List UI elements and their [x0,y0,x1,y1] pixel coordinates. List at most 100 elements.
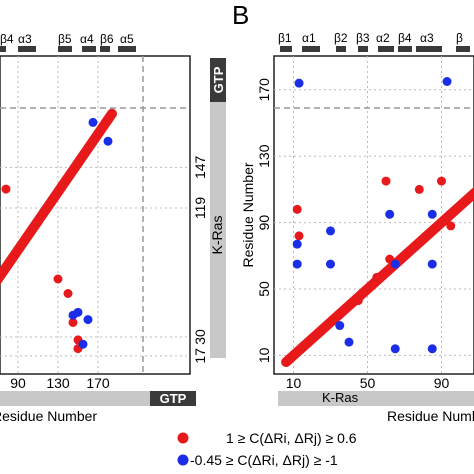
positive-point [446,221,456,231]
gtp-bar-y [210,58,226,102]
bottom-bar-left [0,391,195,406]
ss-bar [280,46,292,52]
positive-point [53,187,63,197]
legend-label-positive: 1 ≥ C(ΔRi, ΔRj) ≥ 0.6 [226,430,357,446]
ss-labels-right: β1 α1 β2 β3 α2 β4 α3 β [278,31,463,45]
y-tick-label: 90 [256,215,272,231]
positive-point [414,184,424,194]
y-tick-label: 130 [256,144,272,168]
positive-point [292,204,302,214]
x-tick-label: 50 [360,375,376,391]
ss-label: β1 [278,31,292,45]
positive-point [43,202,53,211]
positive-point [103,115,113,124]
positive-point [63,289,73,298]
ss-bar [358,46,368,52]
ss-label: β2 [334,31,348,45]
x-tick-label: 90 [10,375,26,391]
ss-label: β4 [398,31,412,45]
ss-bar [398,46,412,52]
x-tick-label: 90 [434,375,450,391]
y-tick-label: 147 [192,155,208,179]
x-axis-label-left: Residue Number [0,408,97,424]
ss-bar [416,46,442,52]
negative-point [385,209,395,219]
x-ticks-right: 10 50 90 [286,375,450,391]
ss-label: α3 [420,31,434,45]
positive-point [3,260,13,269]
positive-point [83,144,93,153]
ss-label: α1 [302,31,316,45]
positive-point [437,218,446,228]
ss-label: β4 [0,32,14,46]
positive-point [344,301,354,311]
positive-point [400,251,409,261]
ss-label: β [456,31,463,45]
negative-point [427,259,437,269]
ss-bar [18,46,36,52]
negative-point [390,344,400,354]
positive-point [363,284,372,294]
positive-point [63,173,73,182]
y-ticks-right: 10 50 90 130 170 [256,78,272,363]
positive-point [53,274,63,284]
ss-bar [118,46,136,52]
panel-label: B [232,0,249,30]
y-axis-label-right: Residue Number [240,162,256,267]
positive-point [418,234,428,244]
negative-point [83,315,93,325]
panel-left: β4 α3 β5 α4 β6 α5 GTP K-Ras 17 30 119 147 G… [0,32,226,424]
side-bar-left [210,58,226,358]
y-ticks-left: 17 30 119 147 [192,155,208,363]
gtp-bar-x [150,391,196,406]
negative-point [294,78,304,88]
negative-point [73,307,83,317]
positive-point [455,201,465,211]
x-ticks-left: 90 130 170 [10,375,110,391]
negative-point [390,259,400,269]
negative-point [103,136,113,146]
negative-point [344,337,354,347]
positive-point [381,176,391,186]
ss-track-right [280,46,470,52]
negative-point [335,321,345,331]
kras-label-x: K-Ras [322,390,359,405]
y-tick-label: 10 [256,347,272,363]
positive-point [294,231,304,241]
positive-point [372,272,382,282]
grid-left [0,56,190,374]
y-tick-label: 17 [192,348,208,364]
gtp-label-y: GTP [211,66,226,93]
negative-point [292,239,302,249]
plot-area-left [0,55,191,375]
legend: 1 ≥ C(ΔRi, ΔRj) ≥ 0.6 -0.45 ≥ C(ΔRi, ΔRj… [177,430,357,468]
legend-marker-negative [177,454,189,466]
ss-track-left [0,46,136,52]
ss-label: β3 [356,31,370,45]
ss-labels-left: β4 α3 β5 α4 β6 α5 [0,32,134,46]
ss-label: β5 [58,32,72,46]
negative-point [427,209,437,219]
ss-label: α4 [80,32,94,46]
ss-bar [58,46,72,52]
positive-point [0,274,3,284]
positive-point [437,176,446,186]
positive-point [353,296,363,306]
y-tick-label: 50 [256,281,272,297]
negative-point [427,344,437,354]
y-tick-label: 119 [192,197,208,220]
ss-label: β6 [100,32,114,46]
x-tick-label: 130 [46,375,70,391]
ss-label: α5 [120,32,134,46]
x-tick-label: 10 [286,375,302,391]
negative-point [78,339,88,349]
positive-point [68,318,78,327]
negative-point [326,226,335,236]
marks-left [0,108,117,354]
ss-bar [336,46,346,52]
positive-point [13,245,23,255]
panel-right: B β1 α1 β2 β3 α2 β4 α3 β 10 50 90 130 170 Re… [232,0,474,424]
positive-point [33,216,43,226]
positive-point [73,158,83,168]
